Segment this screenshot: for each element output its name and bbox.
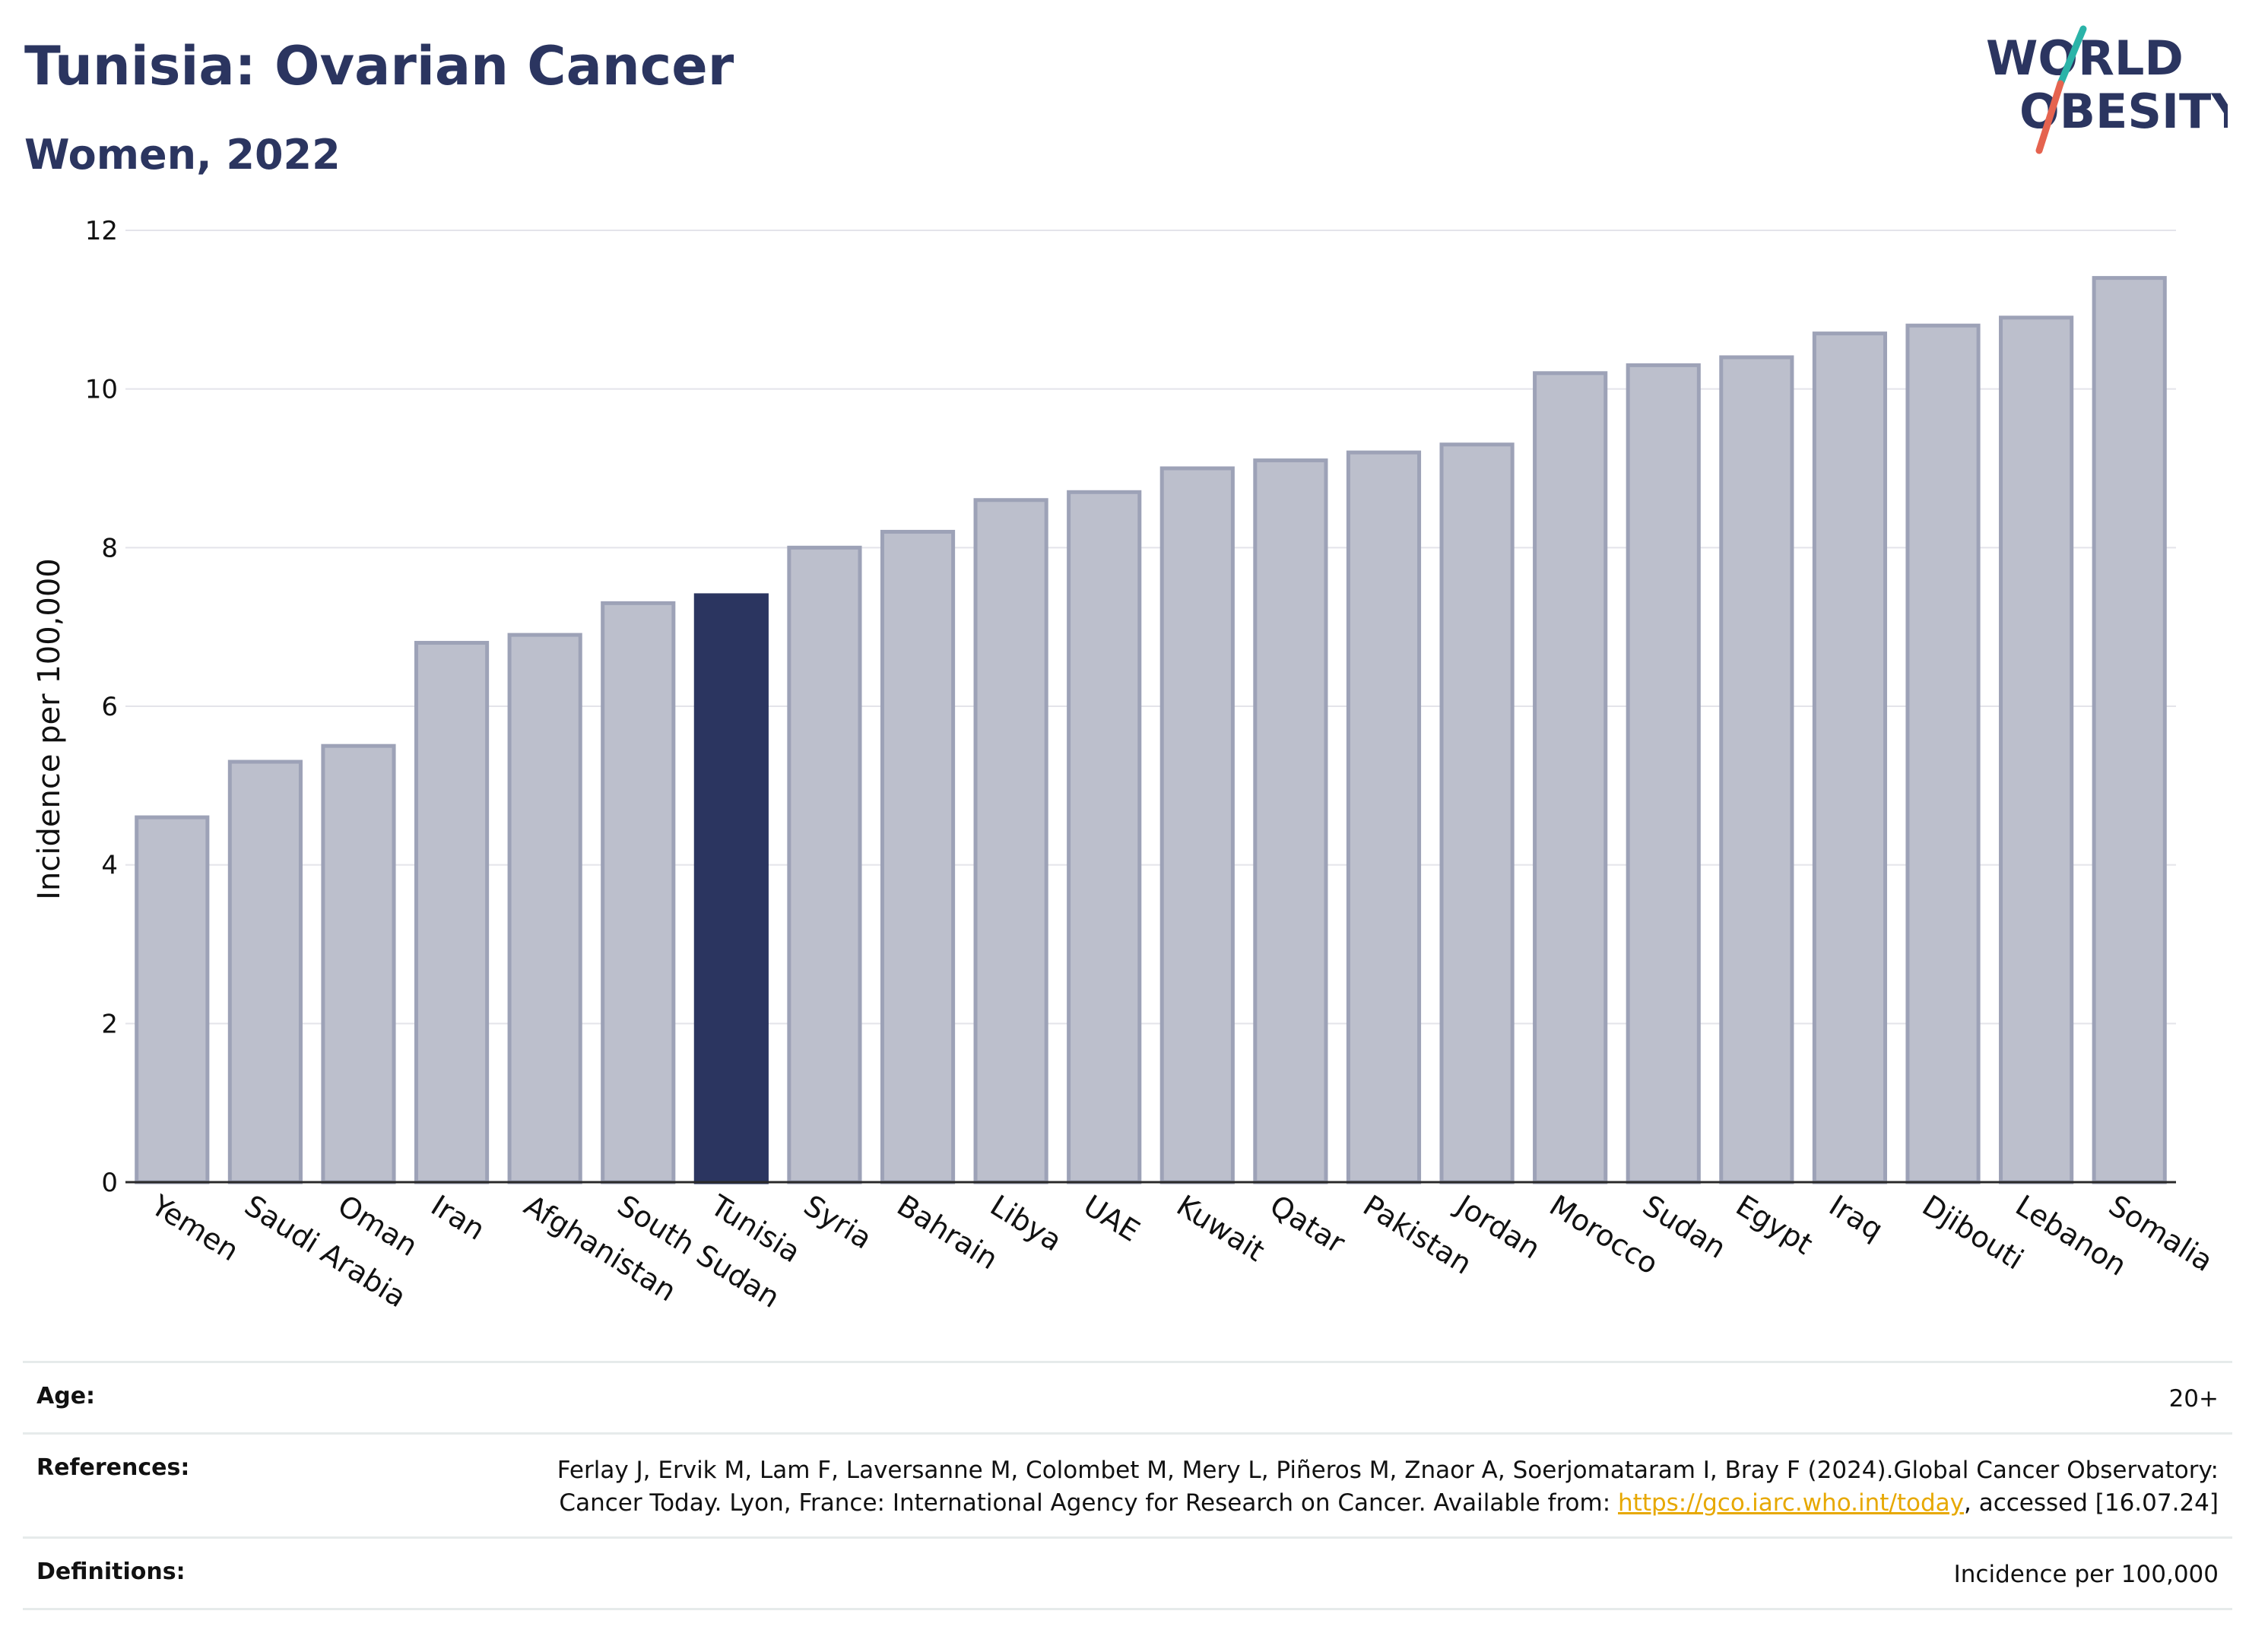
- footer-row-definitions: Definitions: Incidence per 100,000: [23, 1536, 2232, 1610]
- references-label: References:: [36, 1454, 190, 1481]
- bar-highlight: [693, 593, 769, 1184]
- definitions-value: Incidence per 100,000: [1953, 1561, 2219, 1588]
- x-tick-label: Egypt: [1730, 1188, 1819, 1260]
- y-tick-label: 6: [101, 692, 118, 722]
- bar: [1812, 331, 1888, 1184]
- y-tick-label: 0: [101, 1168, 118, 1198]
- x-tick-label: Djibouti: [1917, 1188, 2029, 1276]
- x-tick-label: Bahrain: [891, 1188, 1004, 1276]
- y-tick-label: 10: [85, 375, 118, 405]
- bar: [227, 759, 303, 1184]
- bar: [1067, 490, 1142, 1184]
- page-title: Tunisia: Ovarian Cancer: [24, 35, 734, 97]
- x-tick-label: Iran: [425, 1188, 490, 1247]
- bar: [1999, 315, 2074, 1184]
- bar: [880, 529, 956, 1184]
- references-text: Ferlay J, Ervik M, Lam F, Laversanne M, …: [557, 1457, 2219, 1517]
- logo-line-1: WORLD: [1986, 30, 2184, 86]
- x-tick-label: Kuwait: [1171, 1188, 1270, 1268]
- bar: [1159, 466, 1235, 1184]
- bar: [1346, 450, 1422, 1184]
- references-value: Ferlay J, Ervik M, Lam F, Laversanne M, …: [546, 1454, 2219, 1520]
- bar: [1439, 442, 1515, 1184]
- y-tick-label: 4: [101, 851, 118, 881]
- bar: [1626, 363, 1701, 1184]
- bar: [787, 545, 862, 1184]
- age-label: Age:: [36, 1383, 96, 1409]
- logo-slash-coral: [2035, 80, 2064, 154]
- bar: [1253, 458, 1328, 1184]
- x-tick-label: Saudi Arabia: [239, 1188, 412, 1314]
- x-tick-label: Yemen: [145, 1188, 245, 1268]
- bar: [1719, 355, 1794, 1184]
- bar: [1533, 371, 1608, 1184]
- bar: [414, 641, 490, 1184]
- bar: [2092, 276, 2167, 1184]
- x-tick-label: Syria: [798, 1188, 878, 1255]
- references-accessed: , accessed [16.07.24]: [1963, 1489, 2219, 1517]
- references-link[interactable]: https://gco.iarc.who.int/today: [1618, 1489, 1964, 1517]
- y-tick-label: 12: [85, 216, 118, 246]
- footer-row-age: Age: 20+: [23, 1361, 2232, 1432]
- x-tick-label: Qatar: [1264, 1188, 1351, 1260]
- world-obesity-logo: WORLD OBESITY: [1986, 25, 2228, 154]
- bar: [1905, 323, 1981, 1184]
- x-tick-label: Iraq: [1823, 1188, 1889, 1247]
- logo-slash-teal: [2057, 25, 2087, 87]
- x-tick-label: UAE: [1077, 1188, 1145, 1248]
- y-tick-label: 2: [101, 1009, 118, 1039]
- bar: [135, 815, 210, 1184]
- bar: [507, 633, 582, 1184]
- bar: [321, 744, 396, 1184]
- y-tick-label: 8: [101, 533, 118, 563]
- bar: [973, 498, 1048, 1184]
- definitions-label: Definitions:: [36, 1558, 186, 1585]
- y-axis-title: Incidence per 100,000: [32, 558, 67, 900]
- footer-row-references: References: Ferlay J, Ervik M, Lam F, La…: [23, 1432, 2232, 1536]
- chart-footer: Age: 20+ References: Ferlay J, Ervik M, …: [23, 1361, 2232, 1610]
- page-subtitle: Women, 2022: [24, 131, 341, 179]
- age-value: 20+: [2168, 1385, 2219, 1413]
- bar: [601, 601, 676, 1184]
